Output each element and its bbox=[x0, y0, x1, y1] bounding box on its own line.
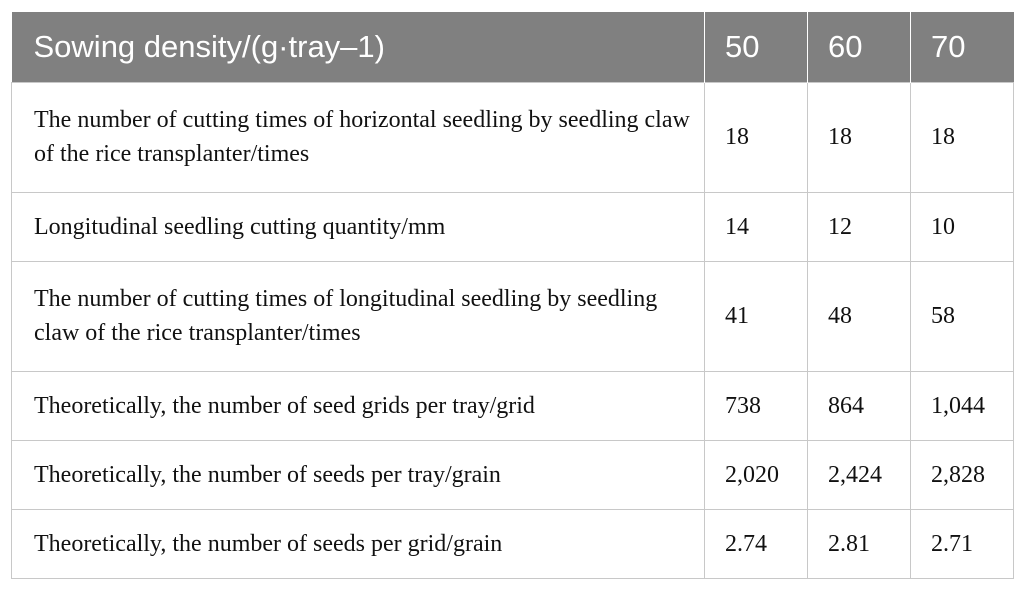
cell-value: 12 bbox=[807, 191, 911, 262]
header-row: Sowing density/(g·tray–1) 50 60 70 bbox=[11, 12, 1014, 82]
cell-value: 864 bbox=[807, 370, 911, 441]
sowing-density-table: Sowing density/(g·tray–1) 50 60 70 The n… bbox=[11, 12, 1014, 579]
cell-value: 48 bbox=[807, 260, 911, 372]
cell-value: 58 bbox=[910, 260, 1014, 372]
row-label: Theoretically, the number of seeds per t… bbox=[11, 439, 705, 510]
table-row: Theoretically, the number of seed grids … bbox=[11, 370, 1014, 441]
row-label: Theoretically, the number of seed grids … bbox=[11, 370, 705, 441]
table-row: Longitudinal seedling cutting quantity/m… bbox=[11, 191, 1014, 262]
table-header: Sowing density/(g·tray–1) 50 60 70 bbox=[11, 12, 1014, 82]
header-label: Sowing density/(g·tray–1) bbox=[33, 28, 386, 64]
cell-value: 10 bbox=[910, 191, 1014, 262]
cell-value: 41 bbox=[704, 260, 808, 372]
cell-value: 18 bbox=[910, 81, 1014, 193]
cell-value: 2.71 bbox=[910, 508, 1014, 579]
table-body: The number of cutting times of horizonta… bbox=[11, 81, 1014, 579]
row-label: Longitudinal seedling cutting quantity/m… bbox=[11, 191, 705, 262]
cell-value: 18 bbox=[704, 81, 808, 193]
table-row: Theoretically, the number of seeds per g… bbox=[11, 508, 1014, 579]
cell-value: 14 bbox=[704, 191, 808, 262]
cell-value: 2.81 bbox=[807, 508, 911, 579]
cell-value: 2,020 bbox=[704, 439, 808, 510]
cell-value: 18 bbox=[807, 81, 911, 193]
table-row: The number of cutting times of horizonta… bbox=[11, 81, 1014, 193]
header-column-70: 70 bbox=[910, 12, 1014, 82]
header-column-50: 50 bbox=[704, 12, 808, 82]
row-label: The number of cutting times of horizonta… bbox=[11, 81, 705, 193]
cell-value: 2.74 bbox=[704, 508, 808, 579]
header-column-60: 60 bbox=[807, 12, 911, 82]
table-row: The number of cutting times of longitudi… bbox=[11, 260, 1014, 372]
cell-value: 738 bbox=[704, 370, 808, 441]
row-label: The number of cutting times of longitudi… bbox=[11, 260, 705, 372]
table-row: Theoretically, the number of seeds per t… bbox=[11, 439, 1014, 510]
row-label: Theoretically, the number of seeds per g… bbox=[11, 508, 705, 579]
cell-value: 1,044 bbox=[910, 370, 1014, 441]
cell-value: 2,424 bbox=[807, 439, 911, 510]
cell-value: 2,828 bbox=[910, 439, 1014, 510]
